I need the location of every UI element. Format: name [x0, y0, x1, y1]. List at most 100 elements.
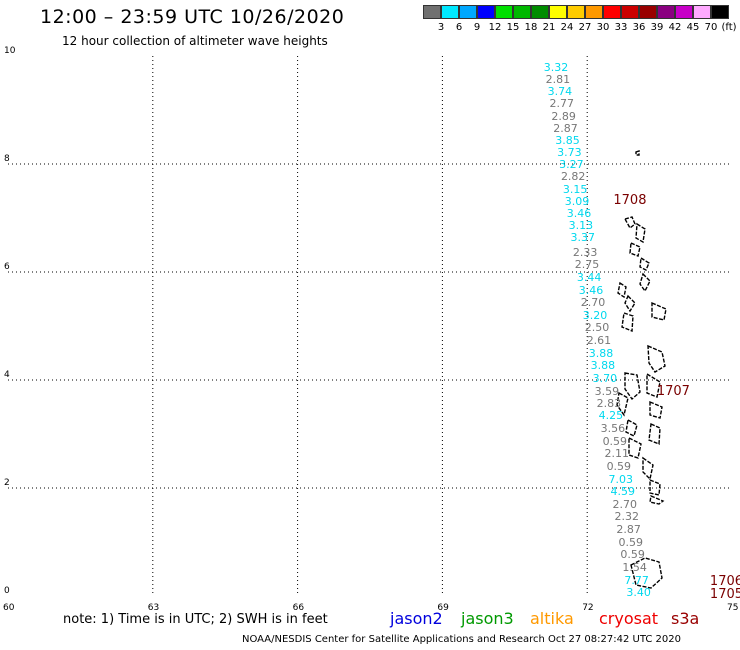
legend-label: 21: [542, 22, 556, 33]
wave-height-label: 2.87: [553, 121, 578, 135]
island-outline: [639, 272, 651, 293]
wave-height-label: 2.70: [580, 296, 606, 310]
footer-credit: NOAA/NESDIS Center for Satellite Applica…: [242, 634, 681, 645]
maldives-islands: [616, 150, 667, 589]
x-tick-label: 66: [292, 603, 305, 613]
legend-swatch: [603, 5, 621, 19]
island-outline: [623, 216, 636, 230]
wave-height-label: 2.83: [596, 397, 622, 410]
wave-height-label: 3.85: [555, 134, 580, 148]
legend-label: 45: [686, 22, 700, 33]
wave-height-label: 2.50: [584, 321, 610, 335]
note-text: note: 1) Time is in UTC; 2) SWH is in fe…: [63, 612, 328, 627]
island-outline: [646, 372, 661, 398]
wave-height-label: 3.32: [543, 61, 569, 75]
legend-label: 3: [437, 22, 445, 33]
wave-height-label: 3.13: [568, 218, 594, 232]
wave-height-label: 4.59: [610, 485, 635, 499]
x-tick-label: 60: [3, 603, 15, 613]
island-outline: [617, 281, 627, 299]
y-tick-label: 8: [4, 154, 10, 164]
wave-height-label: 2.75: [574, 258, 600, 272]
island-outline: [625, 418, 638, 438]
page-subtitle: 12 hour collection of altimeter wave hei…: [62, 34, 328, 48]
legend-swatch: [477, 5, 495, 19]
wave-height-label: 3.88: [588, 346, 614, 360]
island-outline: [629, 241, 641, 257]
legend-swatch: [513, 5, 531, 19]
wave-height-label: 2.11: [604, 447, 630, 461]
wave-height-label: 4.25: [598, 409, 624, 423]
legend-label: 24: [560, 22, 574, 33]
legend-swatch: [423, 5, 441, 19]
island-outline: [649, 495, 665, 505]
wave-height-label: 7.77: [624, 573, 649, 587]
page-title: 12:00 – 23:59 UTC 10/26/2020: [40, 6, 345, 28]
island-outline: [624, 294, 636, 313]
y-tick-label: 10: [4, 46, 16, 56]
cycle-label: 1707: [656, 384, 690, 400]
legend-swatch: [549, 5, 567, 19]
wave-height-label: 3.88: [590, 359, 616, 373]
wave-height-label: 2.61: [586, 333, 612, 347]
wave-height-label: 3.37: [570, 231, 596, 245]
map-grid: [8, 56, 732, 596]
island-outline: [616, 391, 629, 417]
island-outline: [649, 478, 661, 496]
wave-height-label: 2.77: [549, 97, 574, 111]
wave-height-label: 3.70: [592, 371, 618, 385]
wave-height-label: 3.74: [547, 85, 573, 99]
satellite-s3a: s3a: [671, 609, 700, 628]
legend-unit: (ft): [721, 22, 737, 33]
wave-height-label: 2.89: [551, 109, 576, 123]
island-outline: [642, 456, 654, 481]
island-outline: [647, 344, 666, 373]
wave-height-label: 3.46: [566, 206, 592, 220]
legend-label: 27: [578, 22, 592, 33]
x-tick-label: 63: [147, 603, 160, 613]
wave-height-label: 0.59: [606, 460, 632, 474]
wave-height-label: 3.56: [600, 422, 626, 436]
wave-height-label: 3.20: [582, 308, 608, 322]
wave-height-label: 3.09: [564, 194, 590, 208]
legend-swatch: [495, 5, 513, 19]
legend-label: 18: [524, 22, 538, 33]
island-outline: [635, 222, 646, 244]
wave-height-label: 3.44: [576, 271, 602, 285]
wave-height-label: 0.59: [602, 434, 628, 448]
legend-swatch: [693, 5, 711, 19]
x-tick-label: 72: [582, 603, 594, 613]
cycle-label: 1708: [613, 192, 647, 208]
y-tick-label: 6: [4, 262, 10, 272]
wave-height-label: 2.33: [572, 245, 598, 259]
wave-height-label: 3.59: [594, 384, 620, 398]
legend-label: 12: [488, 22, 502, 33]
legend-label: 6: [455, 22, 463, 33]
y-tick-label: 0: [4, 586, 10, 596]
satellite-jason2: jason2: [390, 609, 443, 628]
legend-label: 33: [614, 22, 628, 33]
legend-label: 39: [650, 22, 664, 33]
legend-swatch: [585, 5, 603, 19]
legend-swatch: [711, 5, 729, 19]
island-outline: [648, 422, 661, 446]
wave-height-label: 0.59: [620, 548, 645, 562]
legend-label: 70: [704, 22, 718, 33]
wave-height-label: 7.03: [608, 472, 634, 486]
y-tick-label: 4: [4, 370, 10, 380]
legend-swatch: [657, 5, 675, 19]
y-tick-label: 2: [4, 478, 10, 488]
wave-height-label: 2.32: [614, 510, 639, 524]
island-outline: [635, 150, 640, 156]
legend-swatch: [441, 5, 459, 19]
satellite-altika: altika: [530, 609, 574, 628]
cycle-label: 1705: [709, 587, 740, 602]
legend-label: 30: [596, 22, 610, 33]
legend-swatch: [459, 5, 477, 19]
satellite-cryosat: cryosat: [599, 609, 659, 628]
legend-swatch: [621, 5, 639, 19]
wave-height-label: 2.70: [612, 497, 638, 511]
island-outline: [649, 400, 663, 419]
cycle-label: 1706: [709, 574, 740, 589]
